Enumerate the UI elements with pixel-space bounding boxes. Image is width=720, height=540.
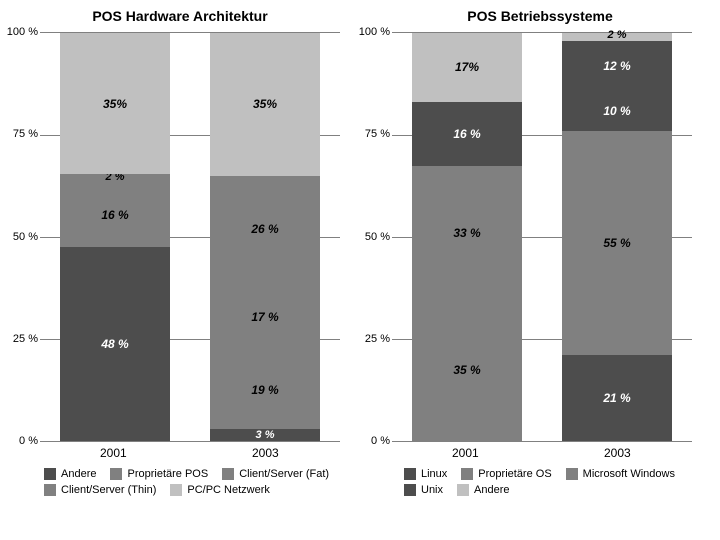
swatch-icon [404,484,416,496]
legend-item: Unix [404,484,443,496]
legend-label: Proprietäre OS [478,468,551,480]
swatch-icon [44,484,56,496]
seg-label: 33 % [453,226,480,240]
legend-item: Andere [44,468,96,480]
seg-pc-netzwerk: 35% [60,33,170,174]
xlabel-2003: 2003 [604,446,631,460]
seg-client-server-fat: 16 % [60,182,170,247]
swatch-icon [222,468,234,480]
seg-label: 16 % [453,127,480,141]
bar-2001: 48 % 16 % 2 % 35% [60,33,170,441]
seg-label: 16 % [101,208,128,222]
seg-label: 21 % [603,391,630,405]
legend-item: Client/Server (Thin) [44,484,156,496]
legend-left: Andere Proprietäre POS Client/Server (Fa… [44,468,354,496]
chart-right-plot: 35 % 33 % 16 % 17% 21 % [392,32,692,442]
swatch-icon [170,484,182,496]
bars-container: 35 % 33 % 16 % 17% 21 % [392,33,692,441]
seg-andere: 3 % [210,429,320,441]
legend-label: Linux [421,468,447,480]
seg-label: 17% [455,60,479,74]
seg-label: 3 % [256,429,275,441]
legend-item: Proprietäre OS [461,468,551,480]
seg-label: 35 % [453,363,480,377]
legend-item: Client/Server (Fat) [222,468,329,480]
ytick-100: 100 % [2,26,38,38]
ytick-0: 0 % [354,435,390,447]
xlabel-2001: 2001 [100,446,127,460]
seg-label: 55 % [603,236,630,250]
legend-label: Client/Server (Thin) [61,484,156,496]
swatch-icon [404,468,416,480]
seg-linux: 21 % [562,355,672,441]
seg-pc-netzwerk: 35% [210,33,320,176]
bars-container: 48 % 16 % 2 % 35% 3 % [40,33,340,441]
seg-label: 17 % [251,310,278,324]
ytick-75: 75 % [2,128,38,140]
seg-label: 35% [253,97,277,111]
legend-right: Linux Proprietäre OS Microsoft Windows U… [404,468,714,496]
ytick-50: 50 % [2,231,38,243]
chart-left-plot: 48 % 16 % 2 % 35% 3 % [40,32,340,442]
ytick-25: 25 % [2,333,38,345]
seg-andere: 17% [412,33,522,102]
seg-label: 19 % [251,383,278,397]
legend-label: Unix [421,484,443,496]
legend-item: Linux [404,468,447,480]
page: POS Hardware Architektur 100 % 75 % 50 %… [0,0,720,540]
chart-left-panel: POS Hardware Architektur 100 % 75 % 50 %… [0,0,360,540]
bar-2003: 3 % 19 % 17 % 26 % 35% [210,33,320,441]
seg-proprietaere-pos: 26 % [210,176,320,282]
legend-label: Andere [61,468,96,480]
xlabel-2001: 2001 [452,446,479,460]
seg-extra: 12 % [562,41,672,90]
bar-2003: 21 % 55 % 10 % 12 % 2 % [562,33,672,441]
seg-client-server-thin: 2 % [60,174,170,182]
ytick-50: 50 % [354,231,390,243]
seg-label: 35% [103,97,127,111]
seg-label: 2 % [608,29,627,41]
swatch-icon [566,468,578,480]
legend-label: PC/PC Netzwerk [187,484,270,496]
chart-right-title: POS Betriebssysteme [360,8,720,24]
ytick-100: 100 % [354,26,390,38]
legend-label: Proprietäre POS [127,468,208,480]
seg-label: 12 % [603,59,630,73]
legend-item: PC/PC Netzwerk [170,484,270,496]
seg-label: 48 % [101,337,128,351]
ytick-0: 0 % [2,435,38,447]
seg-andere: 48 % [60,247,170,441]
swatch-icon [461,468,473,480]
swatch-icon [44,468,56,480]
legend-item: Microsoft Windows [566,468,675,480]
seg-client-server-fat: 19 % [210,351,320,429]
chart-right-panel: POS Betriebssysteme 100 % 75 % 50 % 25 %… [360,0,720,540]
seg-label: 10 % [603,104,630,118]
bar-2001: 35 % 33 % 16 % 17% [412,33,522,441]
legend-label: Microsoft Windows [583,468,675,480]
seg-unix: 10 % [562,90,672,131]
seg-client-server-thin: 17 % [210,282,320,351]
legend-label: Andere [474,484,509,496]
ytick-25: 25 % [354,333,390,345]
chart-left-title: POS Hardware Architektur [0,8,360,24]
xlabel-2003: 2003 [252,446,279,460]
legend-item: Proprietäre POS [110,468,208,480]
seg-microsoft-windows: 33 % [412,166,522,299]
legend-label: Client/Server (Fat) [239,468,329,480]
swatch-icon [110,468,122,480]
ytick-75: 75 % [354,128,390,140]
swatch-icon [457,484,469,496]
legend-item: Andere [457,484,509,496]
seg-microsoft-windows: 55 % [562,131,672,355]
seg-label: 26 % [251,222,278,236]
seg-unix: 16 % [412,102,522,167]
seg-andere: 2 % [562,33,672,41]
seg-proprietaere-os: 35 % [412,300,522,441]
